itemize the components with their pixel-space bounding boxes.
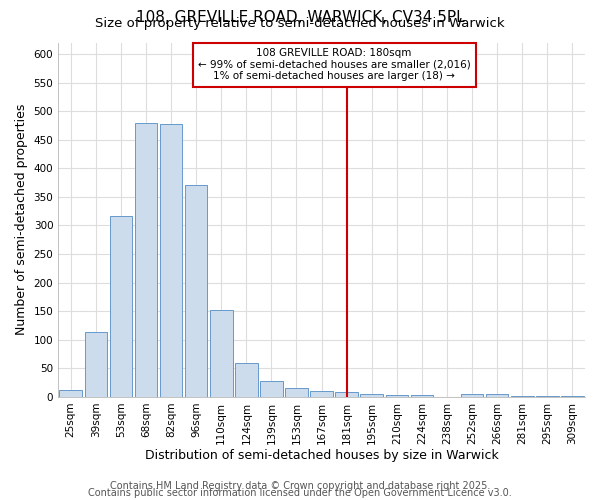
Bar — [260, 381, 283, 397]
Text: 108 GREVILLE ROAD: 180sqm
← 99% of semi-detached houses are smaller (2,016)
1% o: 108 GREVILLE ROAD: 180sqm ← 99% of semi-… — [198, 48, 470, 82]
Bar — [511, 396, 533, 397]
Bar — [361, 394, 383, 397]
Bar — [486, 394, 508, 397]
Text: Contains HM Land Registry data © Crown copyright and database right 2025.: Contains HM Land Registry data © Crown c… — [110, 481, 490, 491]
Bar — [134, 122, 157, 397]
Bar — [210, 310, 233, 397]
Bar — [285, 388, 308, 397]
Bar — [410, 395, 433, 397]
Text: Size of property relative to semi-detached houses in Warwick: Size of property relative to semi-detach… — [95, 18, 505, 30]
Bar — [461, 394, 484, 397]
Bar — [110, 216, 132, 397]
Bar — [386, 394, 408, 397]
Bar — [185, 186, 208, 397]
X-axis label: Distribution of semi-detached houses by size in Warwick: Distribution of semi-detached houses by … — [145, 450, 499, 462]
Bar — [85, 332, 107, 397]
Bar — [561, 396, 584, 397]
Y-axis label: Number of semi-detached properties: Number of semi-detached properties — [15, 104, 28, 336]
Bar — [335, 392, 358, 397]
Text: 108, GREVILLE ROAD, WARWICK, CV34 5PL: 108, GREVILLE ROAD, WARWICK, CV34 5PL — [136, 10, 464, 25]
Bar — [160, 124, 182, 397]
Bar — [59, 390, 82, 397]
Text: Contains public sector information licensed under the Open Government Licence v3: Contains public sector information licen… — [88, 488, 512, 498]
Bar — [536, 396, 559, 397]
Bar — [310, 391, 333, 397]
Bar — [235, 362, 257, 397]
